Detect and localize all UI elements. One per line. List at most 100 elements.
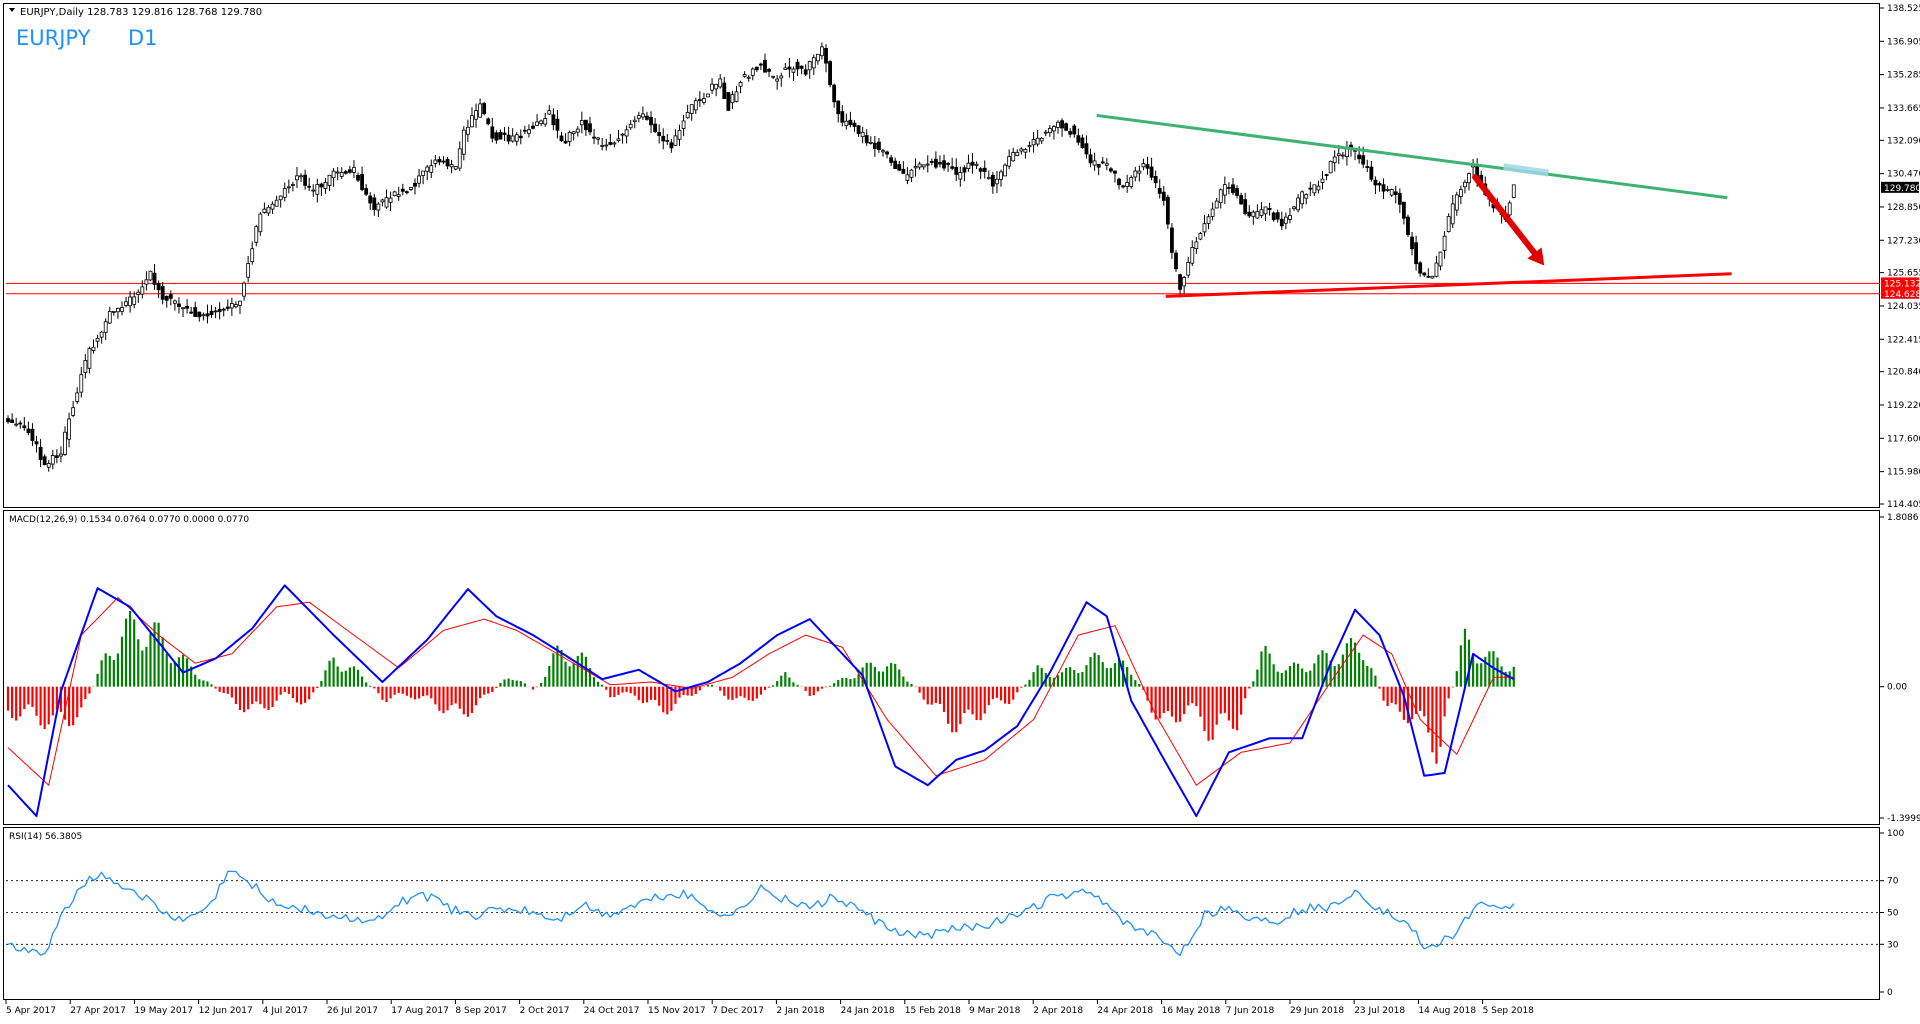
bear-candle: [42, 456, 47, 466]
bull-candle: [624, 129, 629, 137]
bear-candle: [929, 161, 934, 163]
bear-candle: [754, 66, 759, 71]
bear-candle: [482, 103, 487, 115]
bull-candle: [917, 163, 922, 168]
bull-candle: [1446, 216, 1451, 232]
bull-candle: [604, 144, 609, 147]
dropdown-triangle-icon[interactable]: [9, 8, 15, 12]
bull-candle: [425, 166, 430, 172]
bear-candle: [160, 285, 165, 300]
bull-candle: [1312, 184, 1317, 194]
bull-candle: [1263, 206, 1268, 215]
price-tick-label: 138.525: [1887, 4, 1920, 14]
bull-candle: [1015, 151, 1020, 157]
rsi-tick-label: 70: [1887, 877, 1899, 887]
bull-candle: [628, 123, 633, 129]
x-axis-label: 19 May 2017: [134, 1006, 193, 1016]
bear-candle: [990, 174, 995, 187]
bear-candle: [221, 308, 226, 311]
bull-candle: [734, 91, 739, 102]
bear-candle: [1117, 178, 1121, 186]
x-axis-label: 16 May 2018: [1162, 1006, 1221, 1016]
bull-candle: [46, 463, 51, 468]
bear-candle: [803, 69, 808, 75]
bull-candle: [242, 282, 246, 297]
price-tick-label: 135.285: [1887, 71, 1920, 81]
bull-candle: [266, 206, 271, 214]
bull-candle: [1194, 241, 1199, 249]
bull-candle: [201, 314, 206, 317]
bear-candle: [824, 47, 828, 64]
bull-candle: [181, 307, 185, 310]
bear-candle: [368, 195, 373, 204]
bear-candle: [1121, 185, 1125, 188]
bull-candle: [640, 113, 645, 118]
bear-candle: [942, 160, 946, 169]
bull-candle: [1507, 202, 1512, 216]
level-price-label: 124.628: [1884, 290, 1920, 300]
bull-candle: [909, 169, 914, 178]
bear-candle: [168, 294, 173, 299]
bear-candle: [563, 140, 568, 144]
bull-candle: [71, 407, 76, 416]
bear-candle: [486, 118, 491, 125]
bear-candle: [551, 114, 556, 126]
bear-candle: [759, 63, 763, 66]
bear-candle: [938, 162, 942, 165]
rsi-pane-frame: [3, 827, 1880, 1000]
bear-candle: [1113, 170, 1117, 174]
bull-candle: [331, 170, 336, 179]
bull-candle: [1186, 262, 1191, 276]
bull-candle: [59, 453, 63, 457]
bull-candle: [860, 131, 865, 138]
bear-candle: [588, 123, 592, 133]
bull-candle: [539, 120, 544, 124]
current-price-label: 129.780: [1884, 184, 1920, 194]
bull-candle: [665, 140, 670, 142]
timeframe-label: D1: [128, 26, 158, 50]
bull-candle: [335, 171, 340, 174]
bear-candle: [518, 135, 523, 139]
bull-candle: [1438, 251, 1443, 267]
bear-candle: [400, 188, 405, 192]
bull-candle: [681, 120, 686, 129]
bear-candle: [722, 82, 727, 100]
down-arrow-shaft: [1472, 174, 1538, 256]
bull-candle: [1458, 189, 1463, 197]
x-axis-label: 12 Jun 2017: [199, 1006, 253, 1016]
macd-title: MACD(12,26,9) 0.1534 0.0764 0.0770 0.000…: [9, 515, 249, 525]
bull-candle: [1332, 156, 1337, 164]
bear-candle: [889, 157, 894, 163]
bull-candle: [710, 83, 714, 91]
x-axis-label: 24 Apr 2018: [1097, 1006, 1153, 1016]
bull-candle: [107, 311, 112, 324]
bear-candle: [697, 99, 702, 102]
bear-candle: [531, 125, 535, 129]
bull-candle: [327, 174, 332, 186]
bear-candle: [303, 174, 308, 186]
price-tick-label: 124.035: [1887, 302, 1920, 312]
macd-tick-label: 0.00: [1887, 683, 1907, 693]
bull-candle: [527, 129, 531, 134]
bull-candle: [925, 163, 930, 166]
bull-candle: [612, 142, 617, 145]
bear-candle: [1357, 154, 1362, 160]
bull-candle: [234, 304, 238, 308]
bull-candle: [461, 129, 466, 155]
bull-candle: [1007, 156, 1012, 167]
bear-candle: [437, 158, 442, 163]
bull-candle: [746, 76, 751, 79]
bear-candle: [1418, 262, 1423, 274]
price-tick-label: 133.665: [1887, 104, 1920, 114]
bull-candle: [148, 270, 153, 281]
x-axis-label: 27 Apr 2017: [70, 1006, 126, 1016]
bull-candle: [620, 133, 625, 136]
bear-candle: [856, 125, 861, 134]
bear-candle: [1369, 166, 1374, 180]
bull-candle: [295, 175, 299, 181]
bull-candle: [124, 301, 128, 306]
bull-candle: [958, 172, 963, 180]
bull-candle: [742, 74, 747, 77]
bear-candle: [840, 111, 845, 123]
bear-candle: [372, 197, 377, 211]
